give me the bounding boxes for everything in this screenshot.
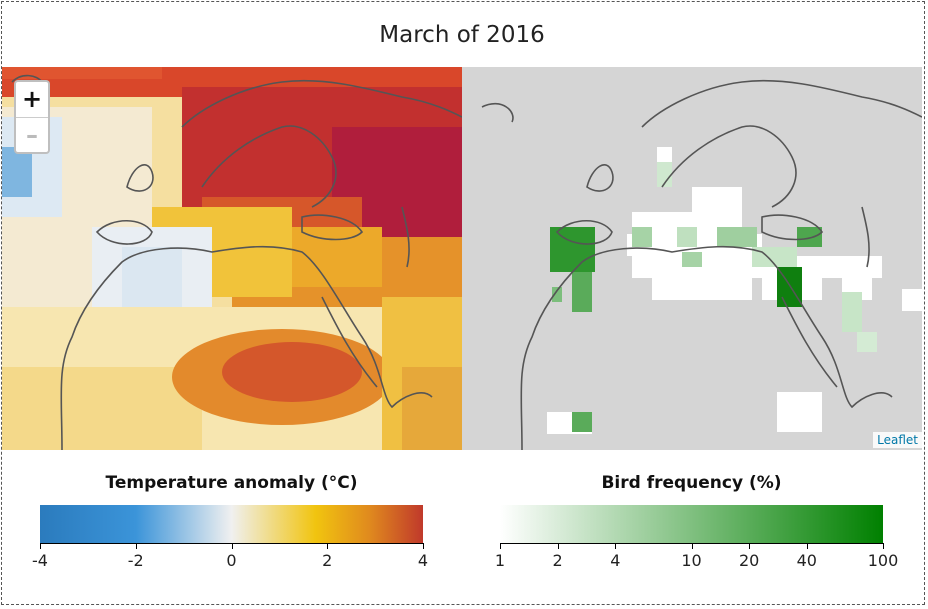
page-title: March of 2016	[379, 22, 545, 48]
bird-tick-label: 100	[867, 551, 899, 570]
temperature-map[interactable]	[2, 67, 462, 450]
bird-tick	[615, 543, 617, 549]
bird-frequency-map[interactable]	[462, 67, 922, 450]
bird-tick	[883, 543, 884, 549]
zoom-out-button[interactable]: –	[26, 121, 38, 149]
bird-tick	[749, 543, 751, 549]
temperature-tick-label: 0	[226, 551, 237, 570]
bird-tick	[500, 543, 501, 549]
zoom-in-button[interactable]: +	[16, 82, 48, 118]
leaflet-attribution-link[interactable]: Leaflet	[873, 432, 922, 448]
zoom-control: + –	[14, 80, 50, 154]
temperature-tick	[135, 543, 137, 549]
bird-tick-label: 2	[552, 551, 563, 570]
temperature-tick	[231, 543, 233, 549]
temperature-tick-label: 2	[322, 551, 333, 570]
bird-tick-label: 1	[494, 551, 506, 570]
bird-tick	[806, 543, 808, 549]
temperature-tick-label: -2	[127, 551, 144, 570]
map-container[interactable]	[2, 67, 922, 450]
temperature-tick	[327, 543, 329, 549]
temperature-tick-label: 4	[417, 551, 429, 570]
bird-colorbar	[500, 505, 883, 543]
bird-tick	[557, 543, 559, 549]
bird-tick-label: 20	[738, 551, 760, 570]
temperature-legend-title: Temperature anomaly (°C)	[105, 473, 358, 493]
bird-tick-label: 40	[796, 551, 817, 570]
bird-tick	[691, 543, 693, 549]
temperature-tick	[40, 543, 41, 549]
bird-legend-title: Bird frequency (%)	[601, 473, 782, 493]
temperature-colorbar	[40, 505, 423, 543]
temperature-heatmap	[2, 67, 462, 450]
temperature-tick-label: -4	[32, 551, 48, 570]
temperature-tick	[423, 543, 424, 549]
bird-frequency-grid	[481, 79, 922, 450]
bird-tick-label: 4	[610, 551, 621, 570]
bird-tick-label: 10	[681, 551, 702, 570]
